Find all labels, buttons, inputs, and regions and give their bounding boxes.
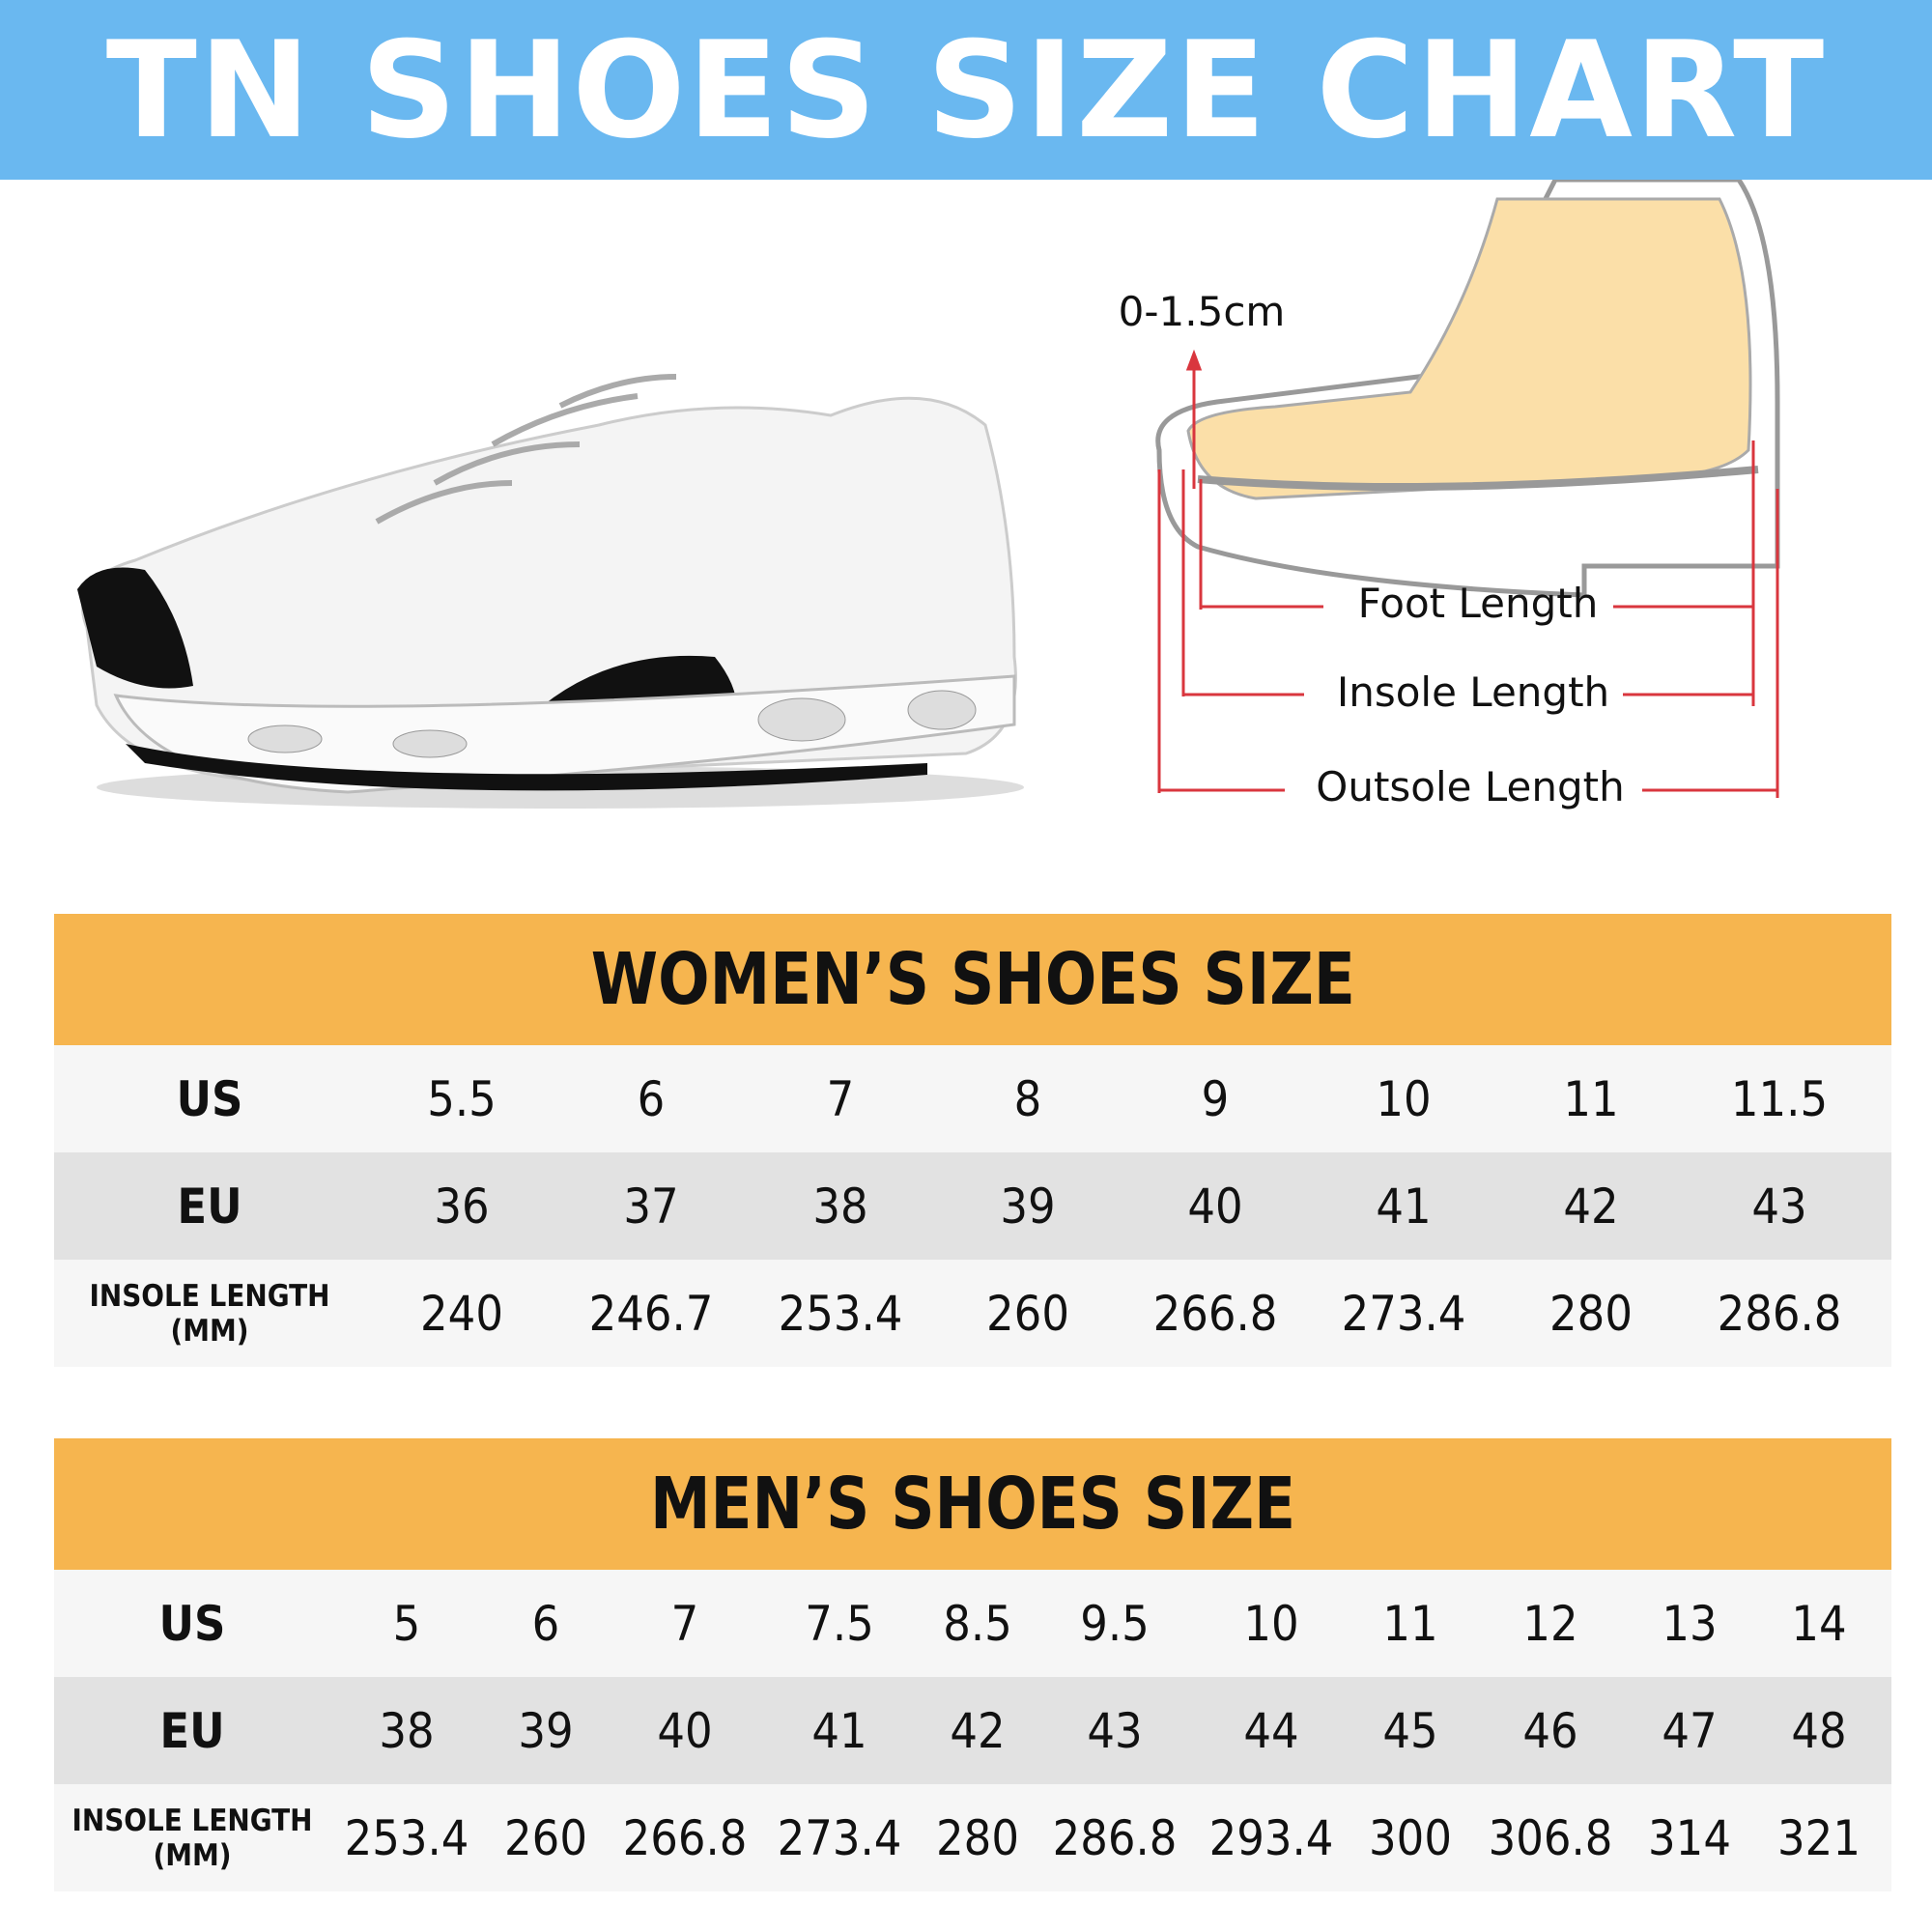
size-cell: 260 xyxy=(986,1285,1069,1342)
size-cell: 8.5 xyxy=(943,1595,1012,1652)
size-cell: 321 xyxy=(1777,1809,1861,1866)
mens-size-table: MEN’S SHOES SIZE US 5 6 7 7.5 8.5 9.5 10 11 12 13 1… xyxy=(54,1438,1891,1891)
table-row: INSOLE LENGTH (MM) 253.4 260 266.8 273.4 280 28… xyxy=(54,1784,1891,1891)
mens-table-header: MEN’S SHOES SIZE xyxy=(54,1438,1891,1570)
row-label-text: US xyxy=(176,1070,243,1127)
row-label: EU xyxy=(177,1179,242,1235)
title-banner: TN SHOES SIZE CHART xyxy=(0,0,1932,180)
toe-gap-label: 0-1.5cm xyxy=(1118,288,1286,335)
row-label: INSOLE LENGTH (MM) xyxy=(71,1804,312,1873)
size-cell: 48 xyxy=(1791,1702,1847,1759)
size-cell: 40 xyxy=(1187,1178,1243,1235)
size-cell: 12 xyxy=(1522,1595,1578,1652)
size-cell: 280 xyxy=(936,1809,1019,1866)
row-label-text: INSOLE LENGTH xyxy=(71,1803,313,1838)
table-row: US 5 6 7 7.5 8.5 9.5 10 11 12 13 14 xyxy=(54,1570,1891,1677)
size-cell: 266.8 xyxy=(622,1809,748,1866)
size-cell: 45 xyxy=(1382,1702,1438,1759)
size-cell: 300 xyxy=(1369,1809,1452,1866)
table-row: EU 36 37 38 39 40 41 42 43 xyxy=(54,1152,1891,1260)
size-cell: 293.4 xyxy=(1208,1809,1334,1866)
size-cell: 8 xyxy=(1013,1070,1042,1127)
womens-table-header: WOMEN’S SHOES SIZE xyxy=(54,914,1891,1045)
size-cell: 36 xyxy=(434,1178,490,1235)
size-cell: 246.7 xyxy=(588,1285,714,1342)
size-cell: 280 xyxy=(1549,1285,1633,1342)
size-cell: 7 xyxy=(826,1070,855,1127)
size-cell: 6 xyxy=(637,1070,666,1127)
outsole-length-label: Outsole Length xyxy=(1316,763,1625,810)
size-cell: 11 xyxy=(1563,1070,1619,1127)
table-row: INSOLE LENGTH (MM) 240 246.7 253.4 260 266.8 27… xyxy=(54,1260,1891,1367)
insole-length-label: Insole Length xyxy=(1336,668,1610,716)
row-label-text: EU xyxy=(177,1178,242,1235)
womens-heading: WOMEN’S SHOES SIZE xyxy=(590,938,1355,1021)
row-label: US xyxy=(177,1071,243,1127)
page-title: TN SHOES SIZE CHART xyxy=(105,12,1827,168)
womens-size-table: WOMEN’S SHOES SIZE US 5.5 6 7 8 9 10 11 11.5 EU 36… xyxy=(54,914,1891,1367)
size-cell: 240 xyxy=(420,1285,503,1342)
size-cell: 9.5 xyxy=(1080,1595,1150,1652)
size-cell: 11 xyxy=(1382,1595,1438,1652)
size-cell: 41 xyxy=(811,1702,867,1759)
size-cell: 42 xyxy=(950,1702,1006,1759)
size-cell: 266.8 xyxy=(1152,1285,1278,1342)
size-cell: 7.5 xyxy=(805,1595,874,1652)
size-cell: 14 xyxy=(1791,1595,1847,1652)
size-cell: 306.8 xyxy=(1488,1809,1613,1866)
size-cell: 13 xyxy=(1662,1595,1718,1652)
table-row: US 5.5 6 7 8 9 10 11 11.5 xyxy=(54,1045,1891,1152)
foot-length-label: Foot Length xyxy=(1357,580,1599,627)
size-cell: 10 xyxy=(1243,1595,1299,1652)
row-label: US xyxy=(159,1596,226,1652)
table-row: EU 38 39 40 41 42 43 44 45 46 47 48 xyxy=(54,1677,1891,1784)
size-cell: 253.4 xyxy=(344,1809,469,1866)
size-cell: 37 xyxy=(623,1178,679,1235)
row-label-unit: (MM) xyxy=(153,1837,232,1873)
size-cell: 11.5 xyxy=(1730,1070,1829,1127)
mens-heading: MEN’S SHOES SIZE xyxy=(649,1463,1296,1546)
size-cell: 253.4 xyxy=(778,1285,903,1342)
size-cell: 6 xyxy=(531,1595,560,1652)
size-cell: 39 xyxy=(518,1702,574,1759)
size-cell: 7 xyxy=(670,1595,699,1652)
size-cell: 5 xyxy=(392,1595,421,1652)
size-cell: 273.4 xyxy=(1341,1285,1466,1342)
size-cell: 43 xyxy=(1751,1178,1807,1235)
size-cell: 286.8 xyxy=(1052,1809,1178,1866)
size-cell: 46 xyxy=(1522,1702,1578,1759)
foot-measurement-diagram xyxy=(1155,180,1780,798)
size-cell: 43 xyxy=(1087,1702,1143,1759)
row-label-unit: (MM) xyxy=(170,1313,249,1349)
sneaker-image xyxy=(77,374,1024,809)
size-cell: 41 xyxy=(1376,1178,1432,1235)
size-cell: 10 xyxy=(1376,1070,1432,1127)
size-cell: 44 xyxy=(1243,1702,1299,1759)
size-cell: 40 xyxy=(657,1702,713,1759)
size-cell: 286.8 xyxy=(1717,1285,1842,1342)
row-label-text: US xyxy=(158,1595,226,1652)
size-cell: 47 xyxy=(1662,1702,1718,1759)
row-label-text: INSOLE LENGTH xyxy=(89,1278,330,1314)
size-cell: 38 xyxy=(812,1178,868,1235)
size-cell: 42 xyxy=(1563,1178,1619,1235)
size-cell: 39 xyxy=(1000,1178,1056,1235)
size-cell: 260 xyxy=(504,1809,587,1866)
size-cell: 9 xyxy=(1201,1070,1230,1127)
size-cell: 273.4 xyxy=(777,1809,902,1866)
row-label-text: EU xyxy=(159,1702,225,1759)
size-cell: 314 xyxy=(1648,1809,1731,1866)
size-cell: 38 xyxy=(379,1702,435,1759)
size-cell: 5.5 xyxy=(427,1070,497,1127)
row-label: INSOLE LENGTH (MM) xyxy=(89,1279,329,1349)
row-label: EU xyxy=(159,1703,224,1759)
